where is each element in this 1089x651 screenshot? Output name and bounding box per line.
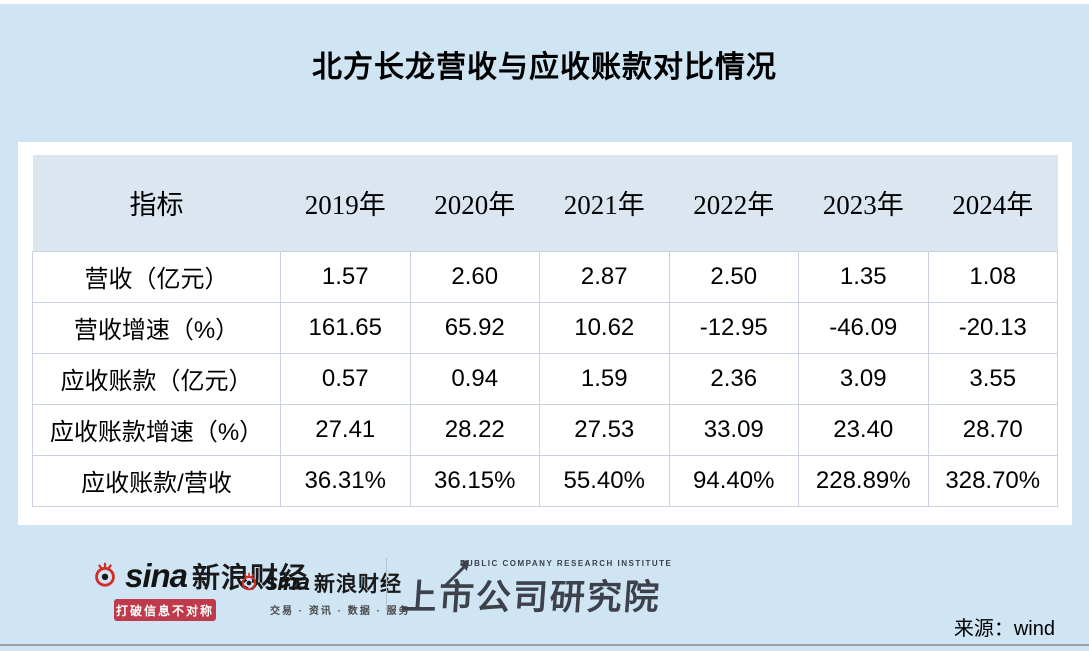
- cell-value: 0.94: [409, 352, 540, 405]
- sina-slogan-banner: 打破信息不对称: [114, 599, 216, 621]
- table-row-receivables-growth: 应收账款增速（%） 27.41 28.22 27.53 33.09 23.40 …: [32, 403, 1058, 456]
- col-header-2020: 2020年: [410, 155, 540, 251]
- col-header-2021: 2021年: [539, 155, 669, 251]
- cell-value: 2.50: [668, 250, 799, 303]
- institute-name-cn: 上市公司研究院: [400, 578, 663, 617]
- row-label: 应收账款（亿元）: [32, 352, 281, 405]
- cell-value: 328.70%: [927, 454, 1058, 507]
- col-header-2019: 2019年: [280, 155, 410, 251]
- cell-value: 228.89%: [798, 454, 929, 507]
- table-row-revenue-growth: 营收增速（%） 161.65 65.92 10.62 -12.95 -46.09…: [32, 301, 1058, 354]
- institute-logo: PUBLIC COMPANY RESEARCH INSTITUTE 上市公司研究…: [400, 559, 673, 620]
- source-label: 来源：wind: [953, 618, 1055, 640]
- cell-value: 28.22: [409, 403, 540, 456]
- cell-value: 36.15%: [409, 454, 540, 507]
- bottom-divider: [0, 644, 1089, 646]
- cell-value: 28.70: [927, 403, 1058, 456]
- cell-value: 2.60: [409, 250, 540, 303]
- cell-value: 94.40%: [668, 454, 799, 507]
- cell-value: 1.08: [927, 250, 1058, 303]
- cell-value: 2.36: [668, 352, 799, 405]
- cell-value: 1.59: [539, 352, 670, 405]
- col-header-indicator: 指标: [32, 155, 281, 251]
- page-title: 北方长龙营收与应收账款对比情况: [312, 51, 777, 84]
- row-label: 营收（亿元）: [32, 250, 281, 303]
- trend-arrow-icon: [442, 555, 476, 594]
- cell-value: -46.09: [798, 301, 929, 354]
- row-label: 营收增速（%）: [32, 301, 281, 354]
- table-row-receivables-to-revenue: 应收账款/营收 36.31% 36.15% 55.40% 94.40% 228.…: [32, 454, 1058, 507]
- cell-value: 65.92: [409, 301, 540, 354]
- cell-value: 36.31%: [280, 454, 411, 507]
- cell-value: 55.40%: [539, 454, 670, 507]
- cell-value: 33.09: [668, 403, 799, 456]
- sina-finance-name: 新浪财经: [314, 573, 403, 596]
- cell-value: -20.13: [927, 301, 1058, 354]
- sina-wordmark: sina: [265, 569, 310, 596]
- sina-eye-icon: [238, 570, 260, 597]
- col-header-2023: 2023年: [798, 155, 928, 251]
- cell-value: 1.35: [798, 250, 929, 303]
- cell-value: 27.41: [280, 403, 411, 456]
- institute-name-en: PUBLIC COMPANY RESEARCH INSTITUTE: [460, 559, 673, 568]
- data-table: 指标 2019年 2020年 2021年 2022年 2023年 2024年 营…: [32, 155, 1058, 507]
- sina-eye-icon: [90, 559, 120, 594]
- table-header-row: 指标 2019年 2020年 2021年 2022年 2023年 2024年: [32, 155, 1058, 251]
- cell-value: 3.55: [927, 352, 1058, 405]
- cell-value: 1.57: [280, 250, 411, 303]
- sina-services-label: 交易 · 资讯 · 数据 · 服务: [270, 606, 411, 617]
- cell-value: 2.87: [539, 250, 670, 303]
- table-row-receivables: 应收账款（亿元） 0.57 0.94 1.59 2.36 3.09 3.55: [32, 352, 1058, 405]
- sina-finance-logo-secondary: sina 新浪财经 交易 · 资讯 · 数据 · 服务: [238, 568, 411, 617]
- row-label: 应收账款/营收: [32, 454, 281, 507]
- row-label: 应收账款增速（%）: [32, 403, 281, 456]
- cell-value: 0.57: [280, 352, 411, 405]
- col-header-2024: 2024年: [928, 155, 1058, 251]
- sina-wordmark: sina: [125, 557, 188, 594]
- cell-value: 27.53: [539, 403, 670, 456]
- cell-value: 10.62: [539, 301, 670, 354]
- cell-value: 161.65: [280, 301, 411, 354]
- top-strip: [0, 0, 1089, 4]
- cell-value: 3.09: [798, 352, 929, 405]
- table-row-revenue: 营收（亿元） 1.57 2.60 2.87 2.50 1.35 1.08: [32, 250, 1058, 303]
- cell-value: 23.40: [798, 403, 929, 456]
- cell-value: -12.95: [668, 301, 799, 354]
- sina-finance-logo: sina 新浪财经 打破信息不对称: [90, 556, 308, 621]
- footer-divider: [386, 558, 387, 611]
- table-card: 指标 2019年 2020年 2021年 2022年 2023年 2024年 营…: [18, 142, 1072, 525]
- col-header-2022: 2022年: [669, 155, 799, 251]
